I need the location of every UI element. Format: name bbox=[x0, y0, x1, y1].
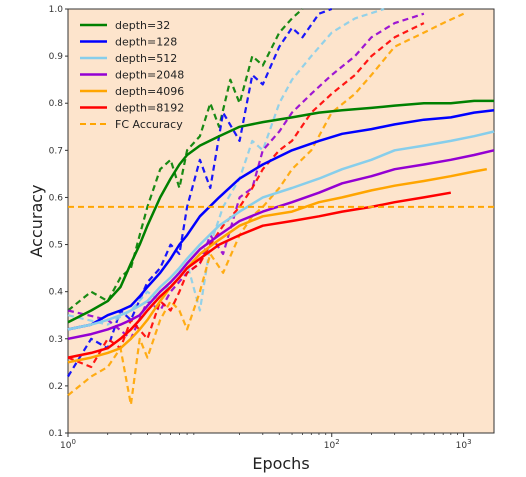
legend-label: depth=2048 bbox=[115, 69, 184, 82]
test-accuracy-line-4 bbox=[67, 12, 465, 406]
y-tick-label: 0.7 bbox=[49, 146, 63, 156]
legend-label: depth=8192 bbox=[115, 102, 184, 115]
series-line-depth-4096 bbox=[67, 167, 488, 364]
y-tick-label: 0.2 bbox=[49, 382, 63, 392]
y-axis-title: Accuracy bbox=[27, 184, 46, 257]
test-accuracy-line-0 bbox=[67, 8, 304, 312]
y-tick-label: 0.6 bbox=[49, 193, 64, 203]
series-line-depth-32 bbox=[67, 99, 494, 324]
x-tick-label: 102 bbox=[324, 438, 340, 451]
test-accuracy-line-3 bbox=[67, 12, 425, 340]
y-tick-label: 0.9 bbox=[49, 52, 64, 62]
test-accuracy-line-5 bbox=[67, 22, 425, 369]
legend-label: FC Accuracy bbox=[115, 118, 183, 131]
y-tick-label: 0.8 bbox=[49, 99, 64, 109]
y-tick-label: 0.4 bbox=[49, 288, 64, 298]
legend: depth=32 depth=128 depth=512 depth=2048 dept… bbox=[80, 19, 184, 131]
y-tick-label: 0.1 bbox=[49, 429, 63, 439]
legend-label: depth=128 bbox=[115, 36, 177, 49]
x-tick-label: 103 bbox=[456, 438, 472, 451]
plot-background bbox=[67, 8, 495, 434]
y-tick-label: 1.0 bbox=[49, 5, 64, 15]
legend-label: depth=32 bbox=[115, 19, 170, 32]
x-axis-title: Epochs bbox=[252, 454, 309, 473]
y-tick-label: 0.5 bbox=[49, 241, 63, 251]
legend-label: depth=4096 bbox=[115, 85, 184, 98]
series-line-depth-512 bbox=[67, 130, 495, 331]
y-tick-label: 0.3 bbox=[49, 335, 63, 345]
series-line-depth-8192 bbox=[67, 191, 452, 359]
x-tick-label: 100 bbox=[60, 438, 76, 451]
test-accuracy-line-1 bbox=[67, 7, 333, 378]
axis-ticks: 0.1 0.2 0.3 0.4 0.5 0.6 0.7 0.8 0.9 1.0 100 102 103 bbox=[49, 5, 472, 451]
series-line-depth-2048 bbox=[67, 149, 495, 341]
chart-marks bbox=[67, 7, 495, 406]
legend-label: depth=512 bbox=[115, 52, 177, 65]
